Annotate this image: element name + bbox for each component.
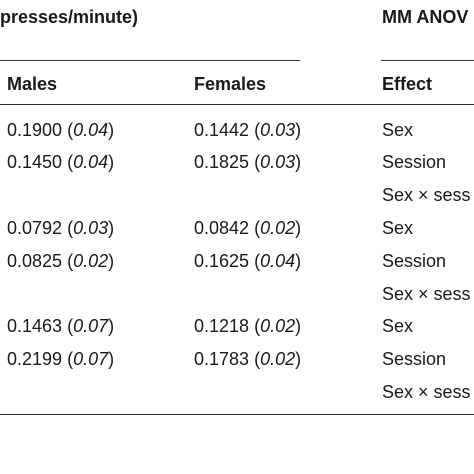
females-sd: 0.03 — [260, 152, 296, 172]
males-sd: 0.02 — [73, 251, 109, 271]
females-value: 0.0842 — [194, 218, 250, 238]
table-cell-males: 0.2199 (0.07) — [7, 349, 115, 369]
table-cell-effect: Sex — [382, 316, 414, 336]
females-value: 0.1442 — [194, 120, 250, 140]
table-cell-effect: Sex × sess — [382, 284, 471, 304]
column-header-rule — [0, 104, 474, 105]
females-value: 0.1218 — [194, 316, 250, 336]
females-sd: 0.02 — [260, 349, 296, 369]
males-value: 0.0825 — [7, 251, 63, 271]
males-sd: 0.07 — [73, 349, 109, 369]
header-rule-left — [0, 60, 300, 61]
table-cell-males: 0.1450 (0.04) — [7, 152, 115, 172]
males-sd: 0.04 — [73, 120, 109, 140]
table-cell-effect: Sex × sess — [382, 185, 471, 205]
males-value: 0.0792 — [7, 218, 63, 238]
column-header-effect: Effect — [382, 74, 433, 94]
females-sd: 0.02 — [260, 218, 296, 238]
column-header-females: Females — [194, 74, 267, 94]
males-sd: 0.03 — [73, 218, 109, 238]
males-sd: 0.04 — [73, 152, 109, 172]
table-cell-females: 0.1442 (0.03) — [194, 120, 302, 140]
table-cell-effect: Sex × sess — [382, 382, 471, 402]
females-sd: 0.04 — [260, 251, 296, 271]
column-header-males: Males — [7, 74, 58, 94]
females-value: 0.1625 — [194, 251, 250, 271]
table-cell-effect: Sex — [382, 120, 414, 140]
table-cell-females: 0.1825 (0.03) — [194, 152, 302, 172]
males-value: 0.2199 — [7, 349, 63, 369]
table-cell-effect: Session — [382, 251, 447, 271]
table-cell-effect: Session — [382, 152, 447, 172]
table-cell-females: 0.1783 (0.02) — [194, 349, 302, 369]
females-value: 0.1783 — [194, 349, 250, 369]
females-sd: 0.02 — [260, 316, 296, 336]
table-cell-effect: Session — [382, 349, 447, 369]
males-sd: 0.07 — [73, 316, 109, 336]
males-value: 0.1900 — [7, 120, 63, 140]
table-cell-effect: Sex — [382, 218, 414, 238]
table-cell-females: 0.0842 (0.02) — [194, 218, 302, 238]
group-header-right: MM ANOV — [382, 7, 469, 27]
table-cell-males: 0.0825 (0.02) — [7, 251, 115, 271]
table-cell-males: 0.1463 (0.07) — [7, 316, 115, 336]
table-cell-males: 0.0792 (0.03) — [7, 218, 115, 238]
table-cell-males: 0.1900 (0.04) — [7, 120, 115, 140]
males-value: 0.1463 — [7, 316, 63, 336]
females-value: 0.1825 — [194, 152, 250, 172]
bottom-rule — [0, 414, 474, 415]
females-sd: 0.03 — [260, 120, 296, 140]
header-rule-right — [381, 60, 474, 61]
table-cell-females: 0.1218 (0.02) — [194, 316, 302, 336]
table-cell-females: 0.1625 (0.04) — [194, 251, 302, 271]
males-value: 0.1450 — [7, 152, 63, 172]
group-header-left: presses/minute) — [0, 7, 139, 27]
